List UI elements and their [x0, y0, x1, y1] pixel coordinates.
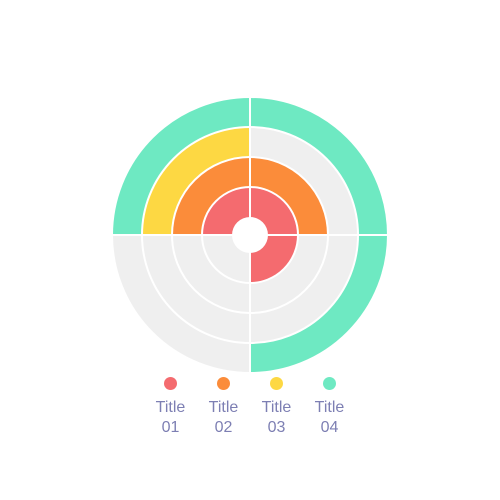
- radial-bar: [172, 157, 328, 235]
- legend-dot: [270, 377, 283, 390]
- legend-label: Title 02: [208, 399, 239, 436]
- legend-dot: [217, 377, 230, 390]
- legend: Title 01 Title 02 Title 03 Title 04: [0, 377, 500, 438]
- legend-label: Title 01: [155, 399, 186, 436]
- legend-item: Title 03: [257, 377, 297, 438]
- legend-item: Title 04: [310, 377, 350, 438]
- legend-label: Title 04: [314, 399, 345, 436]
- legend-item: Title 01: [151, 377, 191, 438]
- legend-label: Title 03: [261, 399, 292, 436]
- legend-dot: [164, 377, 177, 390]
- radial-bar: [202, 187, 298, 283]
- legend-item: Title 02: [204, 377, 244, 438]
- legend-dot: [323, 377, 336, 390]
- radial-bar: [142, 127, 250, 235]
